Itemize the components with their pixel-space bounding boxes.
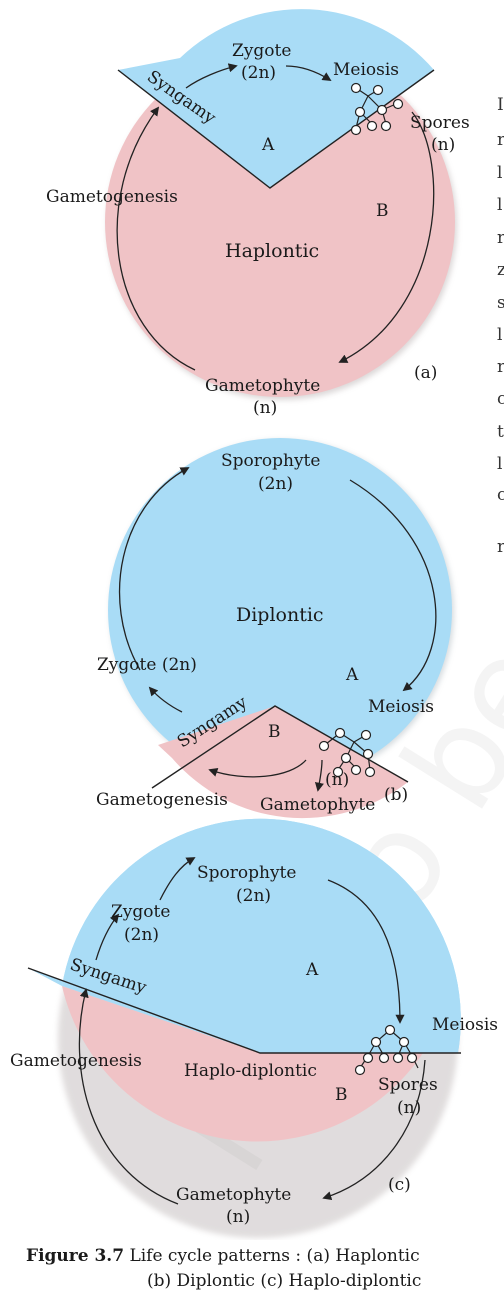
region-b-label: B — [268, 722, 281, 742]
arrow-sporophyte-to-meiosis — [327, 879, 405, 1024]
zygote-label: Zygote — [111, 902, 170, 922]
side-letter: s — [497, 293, 504, 313]
caption-line-1: Life cycle patterns : (a) Haplontic — [129, 1246, 420, 1266]
meiosis-tree-icon — [354, 1024, 419, 1076]
gametophyte-label: Gametophyte — [176, 1185, 291, 1205]
side-letter: r — [497, 130, 504, 150]
meiosis-label: Meiosis — [432, 1015, 498, 1035]
gametogenesis-label: Gametogenesis — [96, 790, 228, 810]
panel-label: (b) — [384, 785, 408, 805]
spores-label: Spores — [378, 1075, 438, 1095]
meiosis-tree-icon — [318, 727, 376, 778]
diagram-haplo-diplontic: Sporophyte (2n) Zygote (2n) Syngamy A Me… — [10, 818, 498, 1238]
diagram-haplontic: Syngamy Zygote (2n) Meiosis Spores (n) A… — [46, 9, 470, 418]
gametophyte-ploidy-label: (n) — [253, 398, 277, 418]
side-letter: c — [497, 389, 504, 409]
side-letter: r — [497, 357, 504, 377]
region-a-label: A — [305, 960, 319, 980]
arrow-gametophyte-to-syngamy — [116, 106, 196, 371]
zygote-label: Zygote — [232, 41, 291, 61]
side-text-column: I r l l r z s l r c t l c r — [497, 95, 504, 557]
panel-label: (a) — [414, 363, 437, 383]
gametogenesis-label: Gametogenesis — [46, 187, 178, 207]
arrow-meiosis-to-gametophyte — [314, 759, 324, 792]
side-letter: c — [497, 485, 504, 505]
diplontic-label: Diplontic — [236, 604, 324, 626]
diploid-sector — [118, 9, 434, 189]
side-letter: l — [497, 163, 502, 183]
arrow-gametophyte-to-gametogenesis — [208, 759, 307, 778]
side-letter: t — [497, 422, 504, 442]
haplo-diplontic-label: Haplo-diplontic — [184, 1061, 317, 1081]
arrow-syngamy-to-zygote — [95, 913, 120, 961]
region-a-label: A — [345, 665, 359, 685]
zygote-ploidy-label: (2n) — [241, 63, 276, 83]
diagram-diplontic: Sporophyte (2n) Diplontic A B Zygote (2n… — [96, 438, 454, 819]
figure-number: Figure 3.7 — [26, 1246, 125, 1266]
meiosis-tree-icon — [350, 82, 404, 136]
diploid-region — [108, 438, 452, 782]
ploidy-n-label: (n) — [325, 770, 349, 790]
spores-ploidy-label: (n) — [397, 1098, 421, 1118]
arrow-sporophyte-to-meiosis — [349, 479, 437, 692]
zygote-label: Zygote (2n) — [97, 655, 197, 675]
meiosis-label: Meiosis — [368, 697, 434, 717]
spores-ploidy-label: (n) — [431, 135, 455, 155]
gametophyte-ploidy-label: (n) — [226, 1207, 250, 1227]
gametogenesis-label: Gametogenesis — [10, 1051, 142, 1071]
side-letter: r — [497, 537, 504, 557]
meiosis-label: Meiosis — [333, 60, 399, 80]
haplontic-label: Haplontic — [225, 240, 319, 262]
sporophyte-label: Sporophyte — [197, 863, 296, 883]
spores-label: Spores — [410, 113, 470, 133]
side-letter: z — [497, 260, 504, 280]
arrow-spores-to-gametophyte — [338, 111, 435, 363]
region-b-label: B — [376, 201, 389, 221]
sporophyte-label: Sporophyte — [221, 451, 320, 471]
side-letter: I — [497, 95, 504, 115]
haploid-region — [105, 47, 455, 397]
side-letter: l — [497, 325, 502, 345]
region-b-label: B — [335, 1085, 348, 1105]
arrow-zygote-to-meiosis — [285, 65, 332, 81]
arrow-gametophyte-to-syngamy — [78, 988, 179, 1205]
life-cycle-diagrams: not to be I r l l r z s l r c t l c r — [10, 9, 504, 1238]
side-letter: l — [497, 195, 502, 215]
gametophyte-label: Gametophyte — [260, 795, 375, 815]
sporophyte-ploidy-label: (2n) — [236, 886, 271, 906]
haploid-sector — [158, 706, 408, 819]
side-letter: l — [497, 454, 502, 474]
sporophyte-ploidy-label: (2n) — [258, 474, 293, 494]
arrow-zygote-to-sporophyte — [119, 467, 190, 671]
side-letter: r — [497, 228, 504, 248]
gametophyte-label: Gametophyte — [205, 376, 320, 396]
haploid-region — [62, 986, 423, 1142]
figure-caption: Figure 3.7 Life cycle patterns : (a) Hap… — [26, 1244, 504, 1294]
arrow-syngamy-to-zygote — [148, 686, 183, 713]
arrow-syngamy-to-zygote — [185, 63, 238, 89]
zygote-ploidy-label: (2n) — [124, 925, 159, 945]
caption-line-2: (b) Diplontic (c) Haplo-diplontic — [147, 1271, 422, 1291]
arrow-zygote-to-sporophyte — [159, 857, 196, 901]
diploid-region — [62, 818, 461, 1053]
panel-label: (c) — [388, 1175, 411, 1195]
region-a-label: A — [261, 135, 275, 155]
arrow-spores-to-gametophyte — [322, 1059, 426, 1201]
